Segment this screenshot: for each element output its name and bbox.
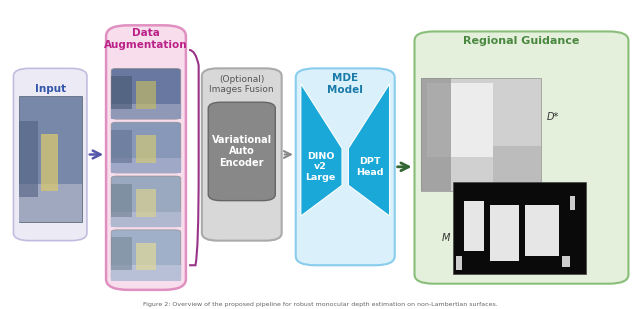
FancyBboxPatch shape bbox=[111, 68, 180, 119]
Bar bbox=[111, 76, 132, 109]
Bar bbox=[427, 83, 493, 157]
Text: Input: Input bbox=[35, 84, 66, 94]
Bar bbox=[562, 256, 570, 267]
Bar bbox=[111, 265, 180, 281]
Bar bbox=[493, 146, 541, 191]
Bar bbox=[453, 182, 586, 274]
FancyBboxPatch shape bbox=[111, 122, 180, 173]
Bar bbox=[111, 212, 180, 227]
Bar bbox=[19, 121, 38, 197]
Bar bbox=[41, 134, 58, 191]
Polygon shape bbox=[301, 84, 342, 216]
Text: DINO
v2
Large: DINO v2 Large bbox=[305, 152, 335, 182]
Text: Data
Augmentation: Data Augmentation bbox=[104, 28, 188, 50]
Bar bbox=[111, 158, 180, 173]
FancyBboxPatch shape bbox=[106, 25, 186, 290]
Bar bbox=[136, 135, 156, 163]
Bar bbox=[136, 81, 156, 109]
Bar bbox=[111, 184, 132, 217]
Bar bbox=[490, 205, 519, 260]
FancyBboxPatch shape bbox=[111, 230, 180, 281]
Bar bbox=[525, 205, 559, 256]
Text: Variational
Auto
Encoder: Variational Auto Encoder bbox=[212, 135, 272, 168]
Bar bbox=[421, 78, 451, 191]
Bar bbox=[570, 196, 575, 210]
Text: Regional Guidance: Regional Guidance bbox=[463, 36, 580, 46]
FancyBboxPatch shape bbox=[13, 68, 87, 241]
Bar bbox=[136, 243, 156, 270]
Text: (Optional)
Images Fusion: (Optional) Images Fusion bbox=[209, 74, 274, 94]
Bar bbox=[111, 238, 132, 270]
Bar bbox=[456, 256, 462, 270]
Bar bbox=[421, 78, 541, 191]
Polygon shape bbox=[348, 84, 390, 216]
Bar bbox=[463, 201, 484, 252]
Text: DPT
Head: DPT Head bbox=[356, 157, 384, 176]
Text: M: M bbox=[442, 233, 450, 243]
Bar bbox=[111, 130, 132, 163]
FancyBboxPatch shape bbox=[296, 68, 395, 265]
Bar bbox=[111, 104, 180, 119]
FancyBboxPatch shape bbox=[202, 68, 282, 241]
Bar bbox=[19, 184, 82, 222]
Text: D*: D* bbox=[547, 112, 559, 122]
FancyBboxPatch shape bbox=[208, 102, 275, 201]
Text: MDE
Model: MDE Model bbox=[327, 73, 363, 95]
Text: Figure 2: Overview of the proposed pipeline for robust monocular depth estimatio: Figure 2: Overview of the proposed pipel… bbox=[143, 302, 497, 307]
Bar bbox=[136, 189, 156, 217]
FancyBboxPatch shape bbox=[415, 32, 628, 284]
Bar bbox=[19, 96, 82, 222]
FancyBboxPatch shape bbox=[111, 176, 180, 227]
